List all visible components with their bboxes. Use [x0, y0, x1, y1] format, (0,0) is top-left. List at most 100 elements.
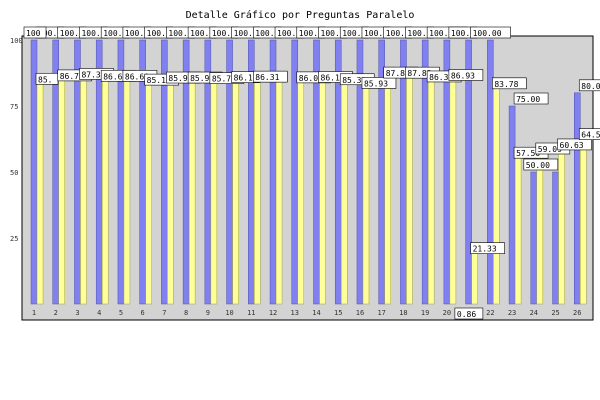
data-label-a: 100.: [60, 29, 79, 38]
x-tick-label: 1: [32, 309, 36, 317]
chart-title: Detalle Gráfico por Preguntas Paralelo: [185, 10, 415, 21]
data-label-b: 83.78: [494, 80, 518, 89]
data-label-b-extra: 0.86: [457, 310, 476, 319]
bar-series-a: [508, 105, 516, 305]
data-label-a: 100.: [364, 29, 383, 38]
bar-series-a: [574, 92, 581, 305]
data-label-b: 85.18: [147, 76, 171, 85]
data-label-b: 86.38: [429, 73, 453, 82]
y-tick-label: 25: [10, 235, 18, 243]
y-tick-label: 100: [10, 37, 23, 45]
data-label-b: 57.50: [516, 149, 540, 158]
bar-series-b: [493, 82, 500, 305]
data-label-b: 85.97: [168, 74, 192, 83]
data-label-b: 85.32: [342, 76, 366, 85]
data-label-b: 86.60: [125, 72, 149, 81]
data-label-a: 75.00: [516, 95, 540, 104]
data-label-b: 86.1: [234, 74, 253, 83]
data-label-a: 100.: [168, 29, 187, 38]
data-label-a-box: [578, 79, 600, 92]
x-tick-label: 14: [312, 309, 320, 317]
data-label-a: 100.: [255, 29, 274, 38]
data-label-a-box: [470, 26, 511, 39]
data-label-b: 85.97: [190, 74, 214, 83]
bar-series-b: [101, 75, 109, 305]
data-label-b: 85.93: [364, 79, 388, 88]
x-tick-label: 6: [141, 309, 145, 317]
data-label-a: 100.: [212, 29, 231, 38]
bar-series-b: [188, 76, 196, 305]
x-tick-label: 4: [97, 309, 101, 317]
data-label-a: 100.: [277, 29, 296, 38]
bar-series-b: [384, 71, 391, 305]
x-tick-label: 18: [399, 309, 407, 317]
bar-series-a: [530, 171, 538, 305]
data-label-b: 86.64: [103, 72, 127, 81]
x-tick-label: 9: [206, 309, 210, 317]
bar-series-b: [362, 82, 370, 305]
data-label-b: 86.03: [299, 74, 323, 83]
data-label-a: 100.: [81, 29, 100, 38]
bar-series-b: [275, 75, 283, 305]
data-label-b-box: [578, 128, 600, 140]
data-label-b-extra-box: [454, 307, 484, 320]
data-label-b-box: [557, 138, 592, 151]
bar-series-b: [123, 75, 131, 305]
bar-series-a: [400, 39, 407, 305]
bar-series-b: [427, 75, 435, 305]
data-label-a: 100.: [147, 29, 166, 38]
x-tick-label: 25: [551, 309, 559, 317]
data-label-a: 100.: [125, 29, 144, 38]
data-label-a: 100.00: [473, 29, 502, 38]
data-label-b: 87.34: [81, 70, 105, 79]
data-label-b: 60.63: [560, 141, 584, 150]
x-tick-label: 20: [443, 309, 451, 317]
data-label-a: 100.: [386, 29, 405, 38]
data-label-a: 100.00: [429, 29, 458, 38]
data-label-a-alt: 100: [26, 29, 41, 38]
data-label-b: 86.93: [451, 72, 475, 81]
data-label-a: 100.: [38, 29, 57, 38]
data-label-b: 64.52: [581, 131, 600, 140]
data-label-b-box: [361, 77, 397, 89]
bar-series-b: [319, 76, 326, 305]
x-tick-label: 7: [162, 309, 166, 317]
data-label-b: 85.76: [212, 75, 236, 84]
bar-series-b: [580, 133, 587, 305]
bar-series-b: [36, 78, 44, 305]
data-label-a-alt-box: [523, 158, 559, 171]
x-tick-label: 19: [421, 309, 429, 317]
data-label-b: 59.09: [538, 145, 562, 154]
y-tick-label: 50: [10, 169, 18, 177]
x-tick-label: 15: [334, 309, 342, 317]
y-tick-label: 75: [10, 103, 18, 111]
bar-series-b: [167, 76, 174, 305]
bar-series-b: [558, 143, 565, 305]
x-tick-label: 24: [530, 309, 538, 317]
data-label-b: 87.84: [386, 69, 410, 78]
bar-series-b: [471, 247, 478, 305]
data-label-b-box: [492, 77, 527, 90]
x-tick-label: 17: [377, 309, 385, 317]
x-tick-label: 8: [184, 309, 188, 317]
x-tick-label: 16: [356, 309, 364, 317]
bar-series-b: [449, 74, 457, 305]
x-tick-label: 26: [573, 309, 581, 317]
x-tick-label: 5: [119, 309, 123, 317]
x-tick-label: 2: [54, 309, 58, 317]
bar-series-b: [232, 76, 239, 305]
x-tick-label: 12: [269, 309, 277, 317]
bar-series-b: [145, 78, 152, 305]
bar-series-b: [406, 71, 413, 305]
data-label-a: 100.: [407, 29, 426, 38]
data-label-a: 100.: [234, 29, 253, 38]
bar-series-a: [465, 39, 472, 305]
data-label-b-box: [253, 70, 288, 83]
data-label-a: 80.00: [581, 82, 600, 91]
data-label-b-box: [448, 69, 484, 81]
data-label-b: 86.78: [60, 72, 84, 81]
data-label-a-box: [513, 92, 549, 105]
bar-series-a: [552, 171, 559, 305]
x-tick-label: 22: [486, 309, 494, 317]
